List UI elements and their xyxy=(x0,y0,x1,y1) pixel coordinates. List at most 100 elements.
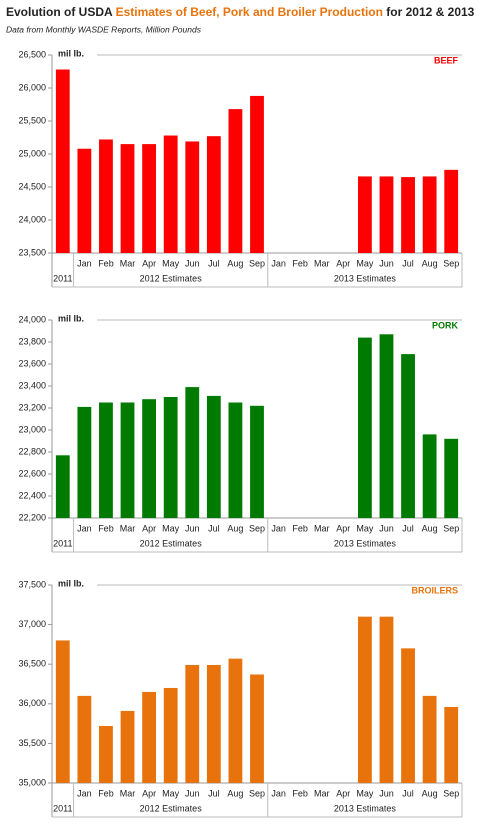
bar xyxy=(444,706,459,783)
bar xyxy=(163,687,178,783)
bar xyxy=(120,144,135,253)
bar xyxy=(228,658,243,783)
bar xyxy=(99,725,113,783)
chart-title: Evolution of USDA Estimates of Beef, Por… xyxy=(6,5,475,19)
unit-label: mil lb. xyxy=(58,313,84,323)
y-tick-label: 22,800 xyxy=(18,446,46,456)
x-tick-label: Jun xyxy=(379,788,394,798)
group-label: 2011 xyxy=(53,538,72,548)
bar xyxy=(250,405,264,518)
y-tick-label: 37,000 xyxy=(18,619,46,629)
bar xyxy=(401,354,415,518)
x-tick-label: Mar xyxy=(314,788,330,798)
bar xyxy=(163,397,178,518)
x-tick-label: Mar xyxy=(120,788,136,798)
group-label: 2012 Estimates xyxy=(140,538,203,548)
x-tick-label: Apr xyxy=(336,523,350,533)
bar xyxy=(55,69,70,254)
x-tick-label: Sep xyxy=(443,788,459,798)
x-tick-label: Apr xyxy=(336,788,350,798)
x-tick-label: Jul xyxy=(208,523,220,533)
x-tick-label: Feb xyxy=(98,523,114,533)
x-tick-label: May xyxy=(356,788,374,798)
x-tick-label: Aug xyxy=(227,258,243,268)
y-tick-label: 23,000 xyxy=(18,424,46,434)
y-tick-label: 22,600 xyxy=(18,468,46,478)
y-tick-label: 23,200 xyxy=(18,402,46,412)
group-label: 2012 Estimates xyxy=(140,273,203,283)
bar xyxy=(357,616,372,783)
bar xyxy=(142,144,157,253)
bar xyxy=(77,695,92,783)
x-tick-label: Mar xyxy=(314,523,330,533)
y-tick-label: 37,500 xyxy=(18,579,46,589)
y-tick-label: 24,000 xyxy=(18,214,46,224)
bar xyxy=(99,139,113,253)
bar xyxy=(357,176,372,253)
group-label: 2011 xyxy=(53,273,72,283)
bar xyxy=(77,406,92,518)
y-tick-label: 23,600 xyxy=(18,358,46,368)
y-tick-label: 26,000 xyxy=(18,82,46,92)
bar xyxy=(228,402,243,518)
x-tick-label: Sep xyxy=(249,788,265,798)
x-tick-label: Jan xyxy=(271,788,286,798)
title-part: for 2012 & 2013 xyxy=(386,5,474,19)
title-part: Evolution of USDA xyxy=(6,5,113,19)
x-tick-label: Jun xyxy=(379,523,394,533)
x-tick-label: Aug xyxy=(422,788,438,798)
x-tick-label: Jan xyxy=(271,258,286,268)
bar xyxy=(228,109,243,254)
y-tick-label: 23,500 xyxy=(18,247,46,257)
group-label: 2012 Estimates xyxy=(140,803,203,813)
y-tick-label: 23,800 xyxy=(18,336,46,346)
x-tick-label: May xyxy=(356,258,374,268)
x-tick-label: May xyxy=(162,523,180,533)
bar xyxy=(99,402,113,518)
y-tick-label: 36,000 xyxy=(18,698,46,708)
panel-label: PORK xyxy=(432,320,459,330)
bar xyxy=(250,674,264,783)
bar xyxy=(357,337,372,518)
x-tick-label: May xyxy=(162,788,180,798)
bar xyxy=(444,169,459,253)
group-label: 2013 Estimates xyxy=(334,538,397,548)
bar xyxy=(185,664,200,783)
y-tick-label: 25,500 xyxy=(18,115,46,125)
x-tick-label: Jul xyxy=(208,788,220,798)
x-tick-label: Jul xyxy=(402,258,414,268)
x-tick-label: Jun xyxy=(379,258,394,268)
bar xyxy=(185,141,200,253)
x-tick-label: Apr xyxy=(142,258,156,268)
bar xyxy=(142,691,157,783)
y-tick-label: 24,500 xyxy=(18,181,46,191)
group-label: 2011 xyxy=(53,803,72,813)
x-tick-label: Jan xyxy=(77,788,92,798)
y-tick-label: 24,000 xyxy=(18,314,46,324)
bar xyxy=(422,695,437,783)
group-label: 2013 Estimates xyxy=(334,273,397,283)
unit-label: mil lb. xyxy=(58,48,84,58)
y-tick-label: 26,500 xyxy=(18,49,46,59)
panel-label: BROILERS xyxy=(411,585,458,595)
bar xyxy=(120,710,135,783)
bar xyxy=(163,135,178,253)
y-tick-label: 23,400 xyxy=(18,380,46,390)
x-tick-label: May xyxy=(162,258,180,268)
x-tick-label: Feb xyxy=(292,258,308,268)
y-tick-label: 25,000 xyxy=(18,148,46,158)
x-tick-label: Mar xyxy=(314,258,330,268)
x-tick-label: Apr xyxy=(142,788,156,798)
bar xyxy=(379,334,394,518)
x-tick-label: Jan xyxy=(271,523,286,533)
bar xyxy=(379,616,394,783)
bar xyxy=(185,387,200,518)
x-tick-label: Sep xyxy=(443,523,459,533)
x-tick-label: Sep xyxy=(249,523,265,533)
x-tick-label: Mar xyxy=(120,523,136,533)
bar xyxy=(206,395,221,518)
x-tick-label: Aug xyxy=(227,788,243,798)
x-tick-label: Jul xyxy=(208,258,220,268)
y-tick-label: 22,200 xyxy=(18,512,46,522)
